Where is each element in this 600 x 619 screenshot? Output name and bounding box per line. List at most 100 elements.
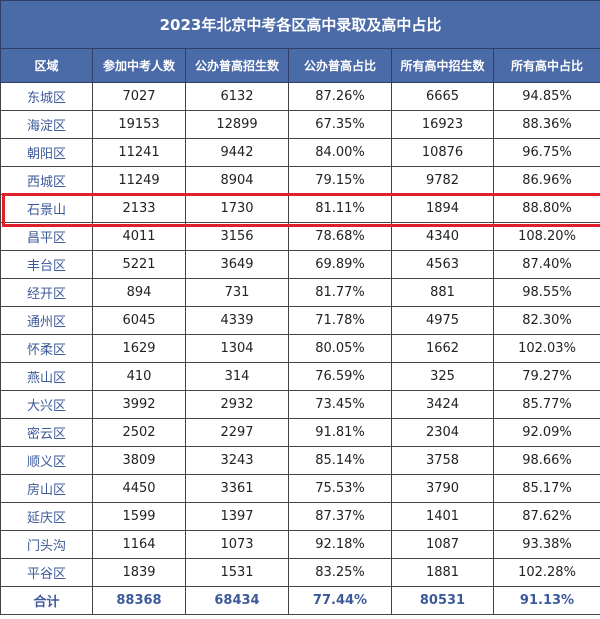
cell-all-enroll: 3790: [391, 474, 494, 503]
cell-region: 怀柔区: [0, 334, 93, 363]
cell-all-ratio: 92.09%: [493, 418, 600, 447]
cell-region: 房山区: [0, 474, 93, 503]
cell-public-ratio: 69.89%: [288, 250, 392, 279]
table-row: 顺义区 3809 3243 85.14% 3758 98.66%: [0, 446, 600, 475]
cell-public-ratio: 81.11%: [288, 194, 392, 223]
cell-public-enroll: 8904: [185, 166, 289, 195]
cell-region: 西城区: [0, 166, 93, 195]
cell-region: 门头沟: [0, 530, 93, 559]
cell-exam-takers: 410: [92, 362, 186, 391]
table-row: 西城区 11249 8904 79.15% 9782 86.96%: [0, 166, 600, 195]
cell-public-enroll: 9442: [185, 138, 289, 167]
cell-region: 合计: [0, 586, 93, 615]
cell-region: 延庆区: [0, 502, 93, 531]
cell-exam-takers: 1839: [92, 558, 186, 587]
cell-exam-takers: 19153: [92, 110, 186, 139]
cell-all-enroll: 1881: [391, 558, 494, 587]
cell-all-ratio: 85.17%: [493, 474, 600, 503]
cell-region: 昌平区: [0, 222, 93, 251]
cell-public-enroll: 1073: [185, 530, 289, 559]
cell-region: 大兴区: [0, 390, 93, 419]
cell-region: 丰台区: [0, 250, 93, 279]
table-row: 石景山 2133 1730 81.11% 1894 88.80%: [0, 194, 600, 223]
cell-region: 平谷区: [0, 558, 93, 587]
cell-exam-takers: 1629: [92, 334, 186, 363]
cell-exam-takers: 2502: [92, 418, 186, 447]
cell-all-enroll: 2304: [391, 418, 494, 447]
table-row: 燕山区 410 314 76.59% 325 79.27%: [0, 362, 600, 391]
cell-public-enroll: 1397: [185, 502, 289, 531]
cell-all-ratio: 85.77%: [493, 390, 600, 419]
cell-public-enroll: 3361: [185, 474, 289, 503]
cell-all-enroll: 6665: [391, 82, 494, 111]
cell-all-enroll: 1662: [391, 334, 494, 363]
cell-all-ratio: 88.80%: [493, 194, 600, 223]
cell-public-ratio: 92.18%: [288, 530, 392, 559]
cell-exam-takers: 7027: [92, 82, 186, 111]
cell-all-ratio: 79.27%: [493, 362, 600, 391]
header-public-enroll: 公办普高招生数: [185, 48, 289, 83]
table-row: 经开区 894 731 81.77% 881 98.55%: [0, 278, 600, 307]
header-all-enroll: 所有高中招生数: [391, 48, 494, 83]
cell-exam-takers: 2133: [92, 194, 186, 223]
cell-region: 经开区: [0, 278, 93, 307]
cell-public-ratio: 76.59%: [288, 362, 392, 391]
cell-public-ratio: 91.81%: [288, 418, 392, 447]
cell-exam-takers: 6045: [92, 306, 186, 335]
cell-all-enroll: 10876: [391, 138, 494, 167]
cell-public-ratio: 85.14%: [288, 446, 392, 475]
cell-all-enroll: 4340: [391, 222, 494, 251]
cell-public-ratio: 84.00%: [288, 138, 392, 167]
cell-all-enroll: 4975: [391, 306, 494, 335]
table-row: 海淀区 19153 12899 67.35% 16923 88.36%: [0, 110, 600, 139]
cell-public-enroll: 2297: [185, 418, 289, 447]
cell-all-ratio: 94.85%: [493, 82, 600, 111]
cell-region: 顺义区: [0, 446, 93, 475]
cell-all-ratio: 93.38%: [493, 530, 600, 559]
cell-all-enroll: 3758: [391, 446, 494, 475]
cell-public-ratio: 75.53%: [288, 474, 392, 503]
cell-public-enroll: 731: [185, 278, 289, 307]
table-row: 昌平区 4011 3156 78.68% 4340 108.20%: [0, 222, 600, 251]
cell-exam-takers: 11249: [92, 166, 186, 195]
cell-exam-takers: 894: [92, 278, 186, 307]
table-row: 平谷区 1839 1531 83.25% 1881 102.28%: [0, 558, 600, 587]
cell-exam-takers: 3809: [92, 446, 186, 475]
cell-exam-takers: 11241: [92, 138, 186, 167]
cell-public-ratio: 78.68%: [288, 222, 392, 251]
cell-all-enroll: 1894: [391, 194, 494, 223]
cell-all-ratio: 102.28%: [493, 558, 600, 587]
cell-all-enroll: 80531: [391, 586, 494, 615]
header-all-ratio: 所有高中占比: [493, 48, 600, 83]
cell-all-ratio: 82.30%: [493, 306, 600, 335]
cell-public-enroll: 3243: [185, 446, 289, 475]
table-row: 怀柔区 1629 1304 80.05% 1662 102.03%: [0, 334, 600, 363]
table-row: 大兴区 3992 2932 73.45% 3424 85.77%: [0, 390, 600, 419]
cell-public-ratio: 73.45%: [288, 390, 392, 419]
table-title: 2023年北京中考各区高中录取及高中占比: [0, 0, 600, 49]
cell-exam-takers: 88368: [92, 586, 186, 615]
cell-all-ratio: 108.20%: [493, 222, 600, 251]
cell-exam-takers: 1599: [92, 502, 186, 531]
cell-all-enroll: 9782: [391, 166, 494, 195]
table-row: 东城区 7027 6132 87.26% 6665 94.85%: [0, 82, 600, 111]
cell-all-ratio: 87.40%: [493, 250, 600, 279]
cell-exam-takers: 4011: [92, 222, 186, 251]
cell-public-enroll: 1730: [185, 194, 289, 223]
cell-public-ratio: 67.35%: [288, 110, 392, 139]
header-row: 区域 参加中考人数 公办普高招生数 公办普高占比 所有高中招生数 所有高中占比: [0, 48, 600, 83]
cell-all-enroll: 1401: [391, 502, 494, 531]
cell-region: 东城区: [0, 82, 93, 111]
cell-public-enroll: 3649: [185, 250, 289, 279]
cell-public-ratio: 83.25%: [288, 558, 392, 587]
cell-all-enroll: 3424: [391, 390, 494, 419]
table-row: 丰台区 5221 3649 69.89% 4563 87.40%: [0, 250, 600, 279]
cell-region: 通州区: [0, 306, 93, 335]
cell-public-ratio: 71.78%: [288, 306, 392, 335]
cell-all-enroll: 325: [391, 362, 494, 391]
cell-all-ratio: 96.75%: [493, 138, 600, 167]
cell-region: 海淀区: [0, 110, 93, 139]
total-row: 合计 88368 68434 77.44% 80531 91.13%: [0, 586, 600, 615]
